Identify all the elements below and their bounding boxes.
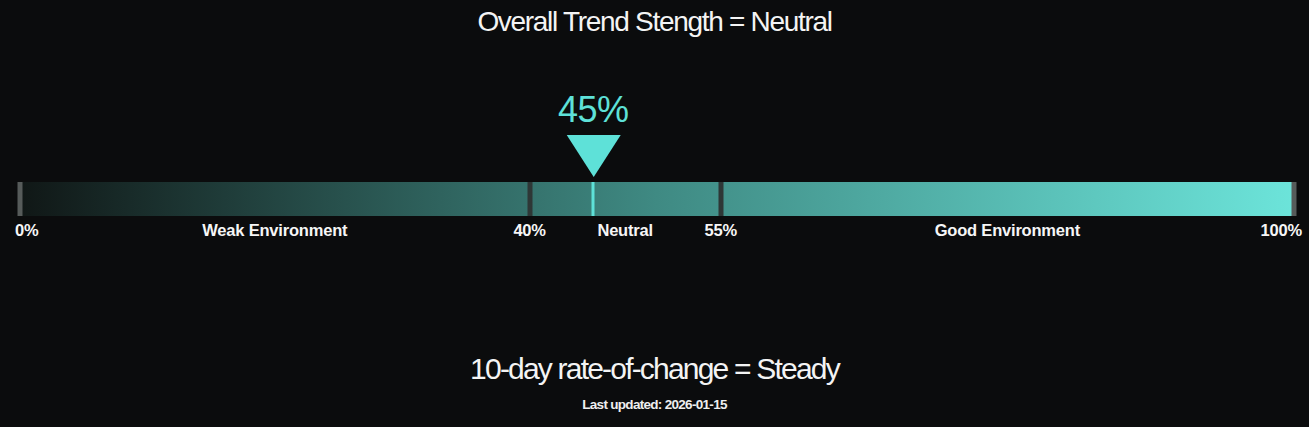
axis-tick-55 (718, 182, 723, 216)
region-label: Good Environment (935, 221, 1080, 240)
gauge-value-label: 45% (558, 92, 629, 128)
axis-label-55: 55% (704, 221, 736, 240)
chart-title: Overall Trend Stength = Neutral (0, 6, 1309, 38)
last-updated-text: Last updated: 2026-01-15 (0, 397, 1309, 412)
gauge-bar: 45% (20, 182, 1294, 216)
gauge-value-line (592, 182, 595, 216)
region-label: Neutral (597, 221, 652, 240)
axis-label-40: 40% (513, 221, 545, 240)
axis-tick-100 (1292, 182, 1297, 216)
trend-strength-panel: Overall Trend Stength = Neutral 45% 0% 40… (0, 0, 1309, 427)
axis-label-0: 0% (15, 221, 38, 240)
axis-tick-0 (18, 182, 23, 216)
axis-label-100: 100% (1261, 221, 1302, 240)
gauge-axis-labels: 0%40%55%100%Weak EnvironmentNeutralGood … (20, 221, 1294, 241)
axis-tick-40 (527, 182, 532, 216)
gauge-marker: 45% (558, 92, 629, 177)
gauge-gradient-track (20, 182, 1294, 216)
rate-of-change-subtitle: 10-day rate-of-change = Steady (0, 352, 1309, 386)
marker-triangle-icon (566, 135, 620, 177)
region-label: Weak Environment (202, 221, 347, 240)
